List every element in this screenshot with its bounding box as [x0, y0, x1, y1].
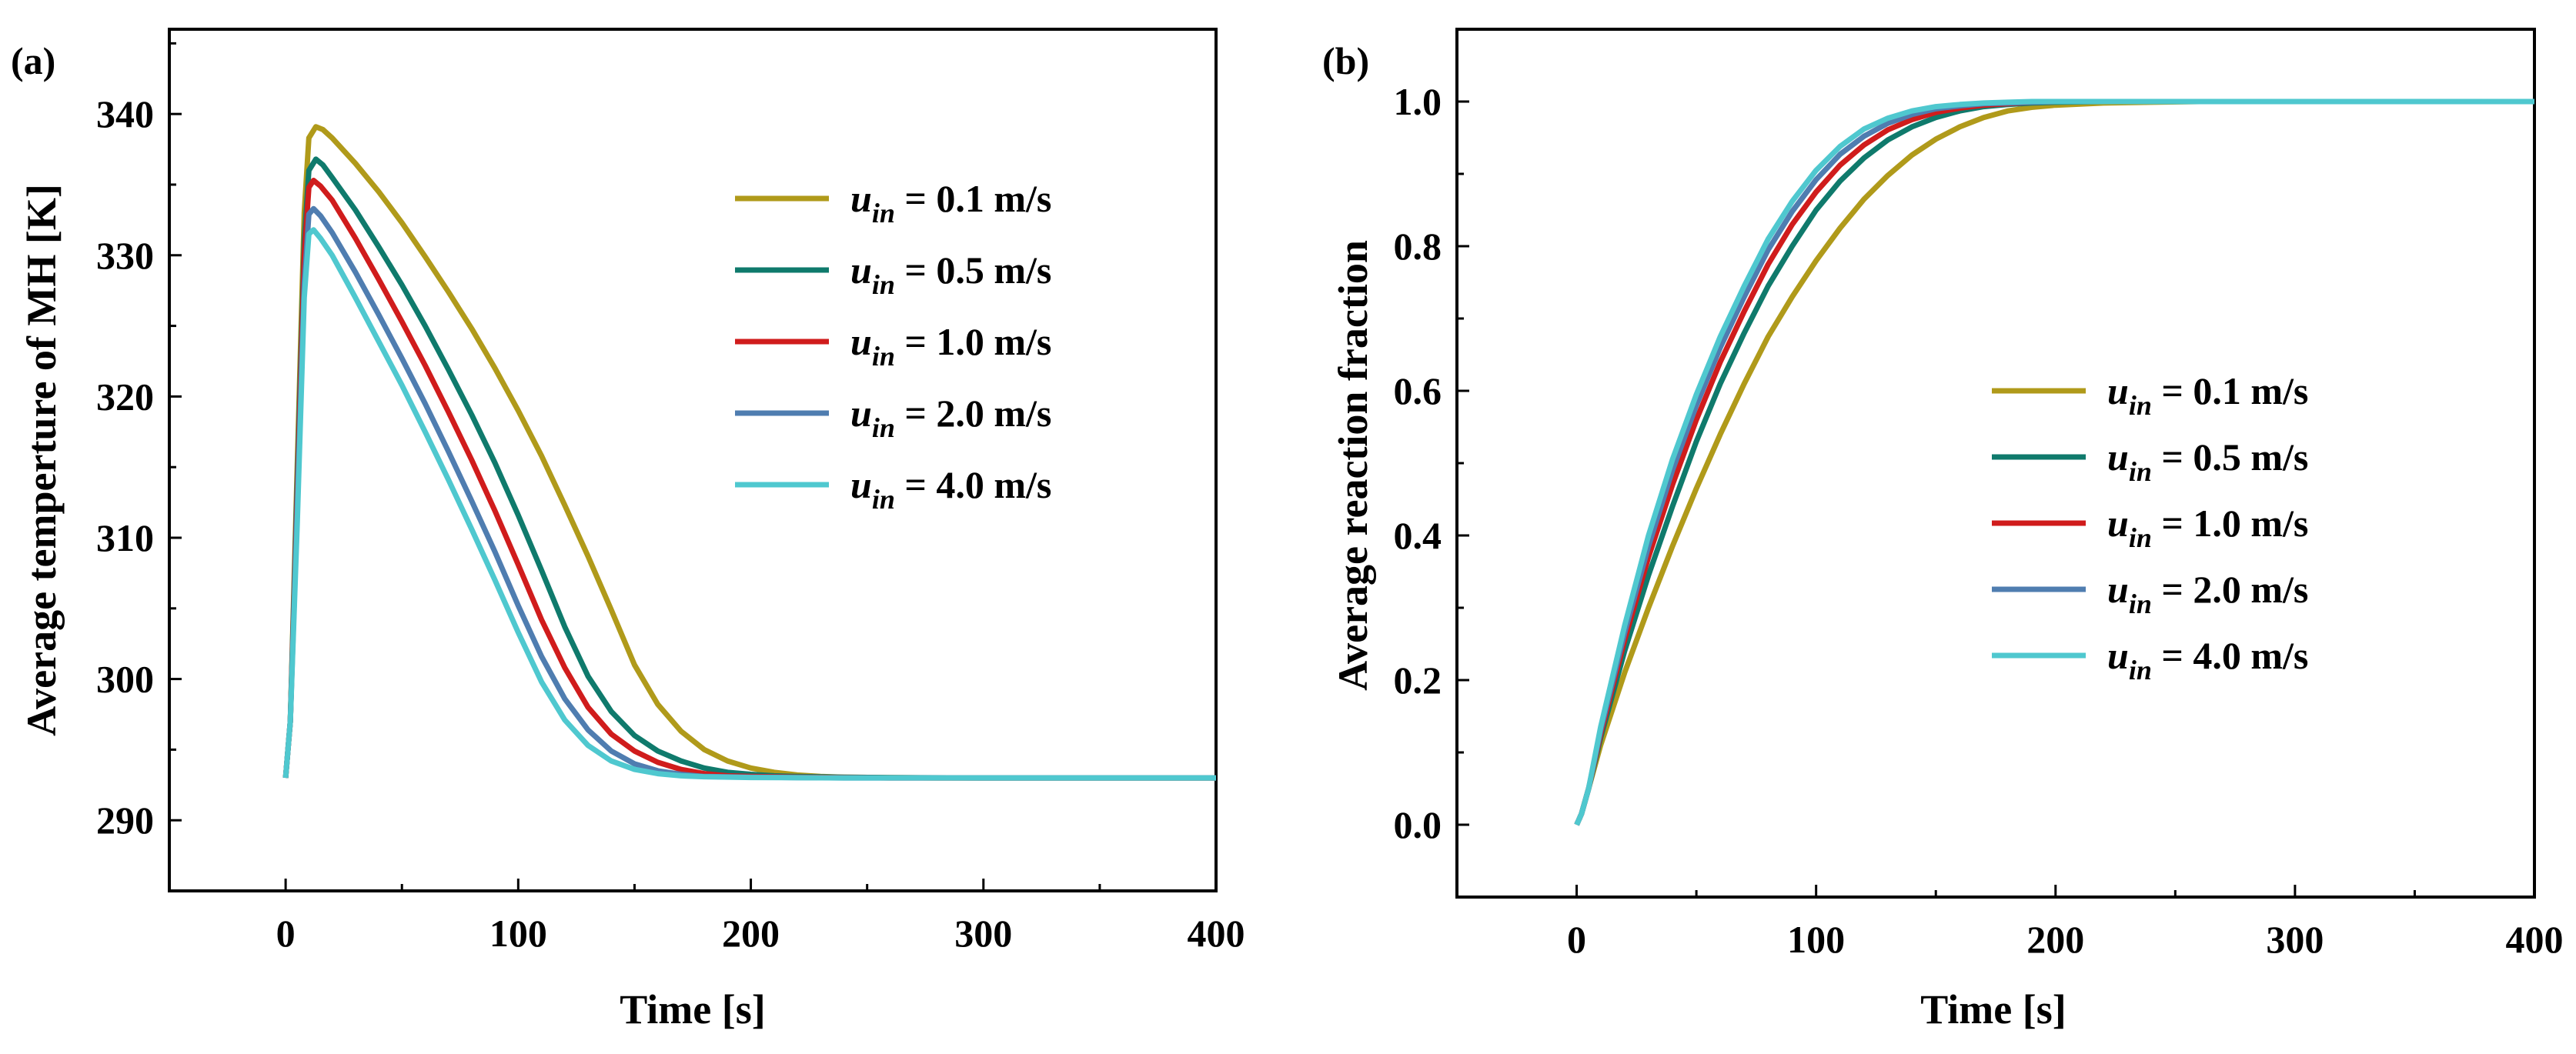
- x-tick-label: 100: [489, 912, 547, 955]
- series-line: [282, 227, 1216, 781]
- y-tick-label: 0.0: [1394, 803, 1442, 846]
- legend-label: uin = 4.0 m/s: [850, 463, 1051, 515]
- y-axis-title: Average temperture of MH [K]: [18, 184, 65, 736]
- legend: uin = 0.1 m/s uin = 0.5 m/s uin = 1.0 m/s u…: [735, 177, 1051, 515]
- x-tick-label: 300: [954, 912, 1012, 955]
- legend-label: uin = 4.0 m/s: [2107, 634, 2308, 685]
- legend-label: uin = 0.5 m/s: [850, 248, 1051, 300]
- x-tick-label: 400: [2506, 918, 2564, 961]
- legend-item: uin = 0.1 m/s: [1992, 369, 2308, 421]
- legend: uin = 0.1 m/s uin = 0.5 m/s uin = 1.0 m/s u…: [1992, 369, 2308, 685]
- series-line: [1574, 98, 2534, 826]
- legend-item: uin = 2.0 m/s: [735, 392, 1051, 443]
- series-line: [1574, 98, 2534, 826]
- legend-item: uin = 0.5 m/s: [735, 248, 1051, 300]
- y-axis-title: Average reaction fraction: [1330, 240, 1376, 691]
- legend-item: uin = 2.0 m/s: [1992, 568, 2308, 619]
- x-tick-label: 200: [722, 912, 780, 955]
- x-tick-label: 0: [1567, 918, 1586, 961]
- panel-b: (b) 0 100 200 300 400 0.0 0.2 0.4 0.6 0.8 1.0 Time…: [1322, 28, 2564, 1032]
- x-tick-label: 0: [276, 912, 296, 955]
- y-tick-label: 1.0: [1394, 80, 1442, 123]
- y-tick-label: 320: [96, 375, 154, 418]
- legend-item: uin = 1.0 m/s: [1992, 502, 2308, 553]
- plot-frame: [1455, 28, 2536, 899]
- series-group: [282, 124, 1216, 781]
- panel-a: (a) 0 100 200 300 400 290 300 310 320 330 340 Time…: [11, 28, 1245, 1032]
- legend-label: uin = 0.5 m/s: [2107, 435, 2308, 487]
- panel-label: (b): [1322, 39, 1369, 82]
- legend-label: uin = 2.0 m/s: [2107, 568, 2308, 619]
- legend-item: uin = 4.0 m/s: [735, 463, 1051, 515]
- legend-label: uin = 1.0 m/s: [850, 320, 1051, 372]
- series-line: [1574, 98, 2534, 826]
- legend-label: uin = 2.0 m/s: [850, 392, 1051, 443]
- plot-frame: [168, 28, 1218, 892]
- x-tick-label: 100: [1787, 918, 1845, 961]
- tick-group: 0 100 200 300 400 0.0 0.2 0.4 0.6 0.8 1.0: [1394, 28, 2564, 961]
- legend-item: uin = 1.0 m/s: [735, 320, 1051, 372]
- x-tick-label: 300: [2266, 918, 2324, 961]
- y-tick-label: 300: [96, 658, 154, 701]
- y-tick-label: 310: [96, 516, 154, 559]
- legend-label: uin = 1.0 m/s: [2107, 502, 2308, 553]
- legend-item: uin = 0.5 m/s: [1992, 435, 2308, 487]
- x-axis-title: Time [s]: [1920, 986, 2066, 1032]
- legend-item: uin = 4.0 m/s: [1992, 634, 2308, 685]
- tick-group: 0 100 200 300 400 290 300 310 320 330 340: [96, 42, 1245, 955]
- series-line: [1574, 98, 2534, 826]
- y-tick-label: 330: [96, 234, 154, 277]
- series-line: [282, 124, 1216, 781]
- x-tick-label: 200: [2026, 918, 2084, 961]
- y-tick-label: 290: [96, 799, 154, 842]
- legend-label: uin = 0.1 m/s: [850, 177, 1051, 228]
- series-group: [1574, 98, 2534, 826]
- legend-item: uin = 0.1 m/s: [735, 177, 1051, 228]
- x-tick-label: 400: [1188, 912, 1245, 955]
- y-tick-label: 0.2: [1394, 659, 1442, 702]
- y-tick-label: 0.6: [1394, 369, 1442, 412]
- panel-label: (a): [11, 39, 55, 82]
- series-line: [1574, 98, 2534, 826]
- y-tick-label: 0.4: [1394, 514, 1442, 557]
- x-axis-title: Time [s]: [620, 986, 765, 1032]
- series-line: [282, 205, 1216, 781]
- y-tick-label: 0.8: [1394, 225, 1442, 268]
- legend-label: uin = 0.1 m/s: [2107, 369, 2308, 421]
- y-tick-label: 340: [96, 92, 154, 135]
